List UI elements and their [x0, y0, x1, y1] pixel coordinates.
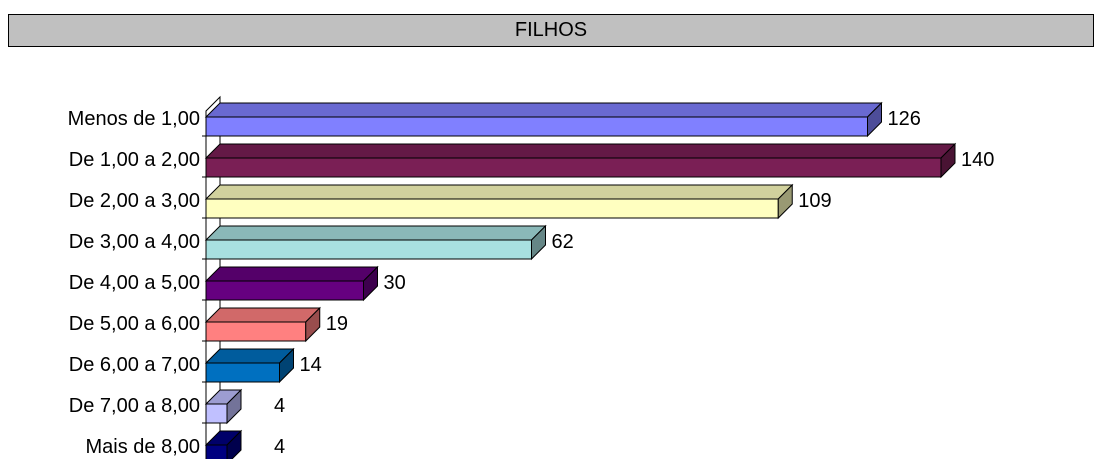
category-label: Mais de 8,00 [85, 436, 200, 458]
bar-top-face [204, 102, 883, 118]
data-label: 140 [961, 149, 994, 171]
bar-top-face [204, 143, 957, 159]
bar-top-face [204, 307, 321, 323]
data-label: 19 [326, 313, 348, 335]
data-label: 62 [552, 231, 574, 253]
bar-front-face [205, 403, 228, 424]
category-label: De 3,00 a 4,00 [69, 231, 200, 253]
bars [204, 101, 957, 459]
bar-front-face [205, 157, 942, 178]
bar-front-face [205, 239, 532, 260]
bar-side-face [940, 142, 956, 179]
bar [204, 388, 243, 425]
bar [204, 429, 243, 459]
bar-front-face [205, 362, 280, 383]
bar [204, 183, 794, 220]
bar-top-face [204, 348, 295, 364]
bar [204, 306, 321, 343]
category-label: De 5,00 a 6,00 [69, 313, 200, 335]
category-label: Menos de 1,00 [68, 108, 200, 130]
data-label: 109 [798, 190, 831, 212]
bar [204, 347, 295, 384]
category-label: De 1,00 a 2,00 [69, 149, 200, 171]
category-label: De 4,00 a 5,00 [69, 272, 200, 294]
bar-front-face [205, 198, 779, 219]
bar-side-face [305, 306, 321, 343]
category-label: De 6,00 a 7,00 [69, 354, 200, 376]
chart-title: FILHOS [8, 14, 1094, 47]
data-label: 4 [274, 436, 285, 458]
bar-side-face [226, 429, 242, 459]
bar [204, 142, 957, 179]
data-label: 14 [300, 354, 322, 376]
bar-top-face [204, 225, 547, 241]
bar-side-face [531, 224, 546, 261]
bar-front-face [205, 280, 364, 301]
labels: Menos de 1,00 126 De 1,00 a 2,00 140 De 2,00… [68, 108, 995, 458]
bar-front-face [205, 321, 307, 342]
bar-side-face [226, 388, 242, 425]
bar-side-face [777, 183, 793, 220]
bar [204, 224, 547, 261]
bar-side-face [363, 265, 378, 302]
data-label: 4 [274, 395, 285, 417]
category-label: De 7,00 a 8,00 [69, 395, 200, 417]
data-label: 30 [384, 272, 406, 294]
bar [204, 101, 883, 138]
data-label: 126 [888, 108, 921, 130]
bar-side-face [867, 101, 882, 138]
category-label: De 2,00 a 3,00 [69, 190, 200, 212]
bar [204, 265, 379, 302]
bar-top-face [204, 266, 379, 282]
bar-front-face [205, 116, 868, 137]
bar-top-face [204, 184, 794, 200]
bar-front-face [205, 444, 228, 459]
bar-side-face [279, 347, 294, 384]
